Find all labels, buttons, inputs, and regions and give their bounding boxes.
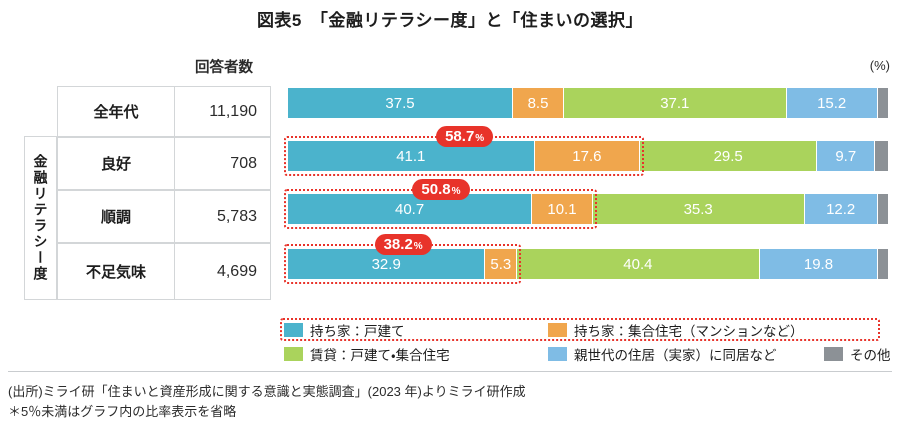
legend-label: 賃貸：戸建て・集合住宅 bbox=[310, 348, 450, 363]
legend-swatch-other bbox=[824, 347, 843, 361]
percentage-callout-badge: 38.2% bbox=[374, 234, 432, 255]
bar-segment: 41.1 bbox=[288, 141, 535, 171]
percent-unit-label: (%) bbox=[869, 58, 890, 73]
table-row-label: 全年代 bbox=[57, 86, 175, 137]
table-row-count: 5,783 bbox=[175, 190, 271, 243]
bar-segment: 37.1 bbox=[564, 88, 787, 118]
legend-label: 持ち家：集合住宅（マンションなど） bbox=[574, 324, 804, 339]
bar-segment-label: 37.1 bbox=[660, 94, 690, 112]
bar-segment bbox=[877, 194, 888, 224]
bar-segment-label: 17.6 bbox=[572, 147, 602, 165]
bar-row: 37.5 8.5 37.1 15.2 bbox=[288, 88, 888, 118]
bar-segment bbox=[877, 88, 888, 118]
bar-segment-label: 41.1 bbox=[396, 147, 426, 165]
table-row-count: 11,190 bbox=[175, 86, 271, 137]
percentage-callout-sign: % bbox=[451, 186, 461, 197]
bar-segment: 35.3 bbox=[592, 194, 805, 224]
bar-segment: 10.1 bbox=[532, 194, 593, 224]
legend-swatch-parents-home bbox=[548, 347, 567, 361]
bar-segment-label: 40.7 bbox=[394, 200, 425, 218]
table-row: 良好 708 bbox=[57, 137, 271, 190]
bar-segment-label: 35.3 bbox=[683, 200, 713, 218]
vertical-group-label-text: 金融リテラシー度 bbox=[32, 154, 49, 282]
bar-segment bbox=[878, 249, 888, 279]
legend-item-parents-home: 親世代の住居（実家）に同居など bbox=[548, 344, 777, 364]
bar-segment-label: 29.5 bbox=[713, 147, 743, 165]
bar-row: 40.7 10.1 35.3 12.2 bbox=[288, 194, 888, 224]
percentage-callout-badge: 50.8% bbox=[412, 179, 470, 200]
bar-segment-label: 19.8 bbox=[803, 255, 834, 273]
percentage-callout-sign: % bbox=[475, 133, 485, 144]
legend-swatch-owned-detached bbox=[284, 323, 303, 337]
bar-segment: 9.7 bbox=[817, 141, 876, 171]
legend-swatch-rental bbox=[284, 347, 303, 361]
bar-segment: 15.2 bbox=[786, 88, 878, 118]
source-note: (出所)ミライ研「住まいと資産形成に関する意識と実態調査」(2023 年)よりミ… bbox=[8, 384, 526, 399]
bar-segment-label: 5.3 bbox=[490, 255, 512, 273]
bar-segment: 5.3 bbox=[485, 249, 518, 279]
percentage-callout-value: 38.2 bbox=[383, 236, 413, 253]
legend-label: 親世代の住居（実家）に同居など bbox=[574, 348, 777, 363]
page-title: 図表5 「金融リテラシー度」と「住まいの選択」 bbox=[256, 11, 644, 30]
bar-segment-label: 15.2 bbox=[817, 94, 847, 112]
bar-segment-label: 32.9 bbox=[371, 255, 401, 273]
bar-segment bbox=[875, 141, 888, 171]
legend: 持ち家：戸建て 持ち家：集合住宅（マンションなど） 賃貸：戸建て・集合住宅 親世… bbox=[280, 318, 894, 366]
bar-segment-label: 12.2 bbox=[826, 200, 856, 218]
bar-segment-label: 10.1 bbox=[547, 200, 577, 218]
bar-segment: 12.2 bbox=[804, 194, 878, 224]
table-row: 全年代 11,190 bbox=[57, 86, 271, 137]
percentage-callout-value: 50.8 bbox=[421, 181, 451, 198]
legend-item-other: その他 bbox=[824, 344, 891, 364]
table-row-count: 708 bbox=[175, 137, 271, 190]
bar-row: 41.1 17.6 29.5 9.7 bbox=[288, 141, 888, 171]
bar-segment: 40.7 bbox=[288, 194, 533, 224]
bar-segment: 17.6 bbox=[534, 141, 641, 171]
bar-segment: 19.8 bbox=[759, 249, 879, 279]
table-row-label: 不足気味 bbox=[57, 243, 175, 300]
legend-item-owned-detached: 持ち家：戸建て bbox=[284, 320, 405, 340]
bar-row: 32.9 5.3 40.4 19.8 bbox=[288, 249, 888, 279]
table-row: 順調 5,783 bbox=[57, 190, 271, 243]
percentage-callout-badge: 58.7% bbox=[436, 126, 494, 147]
bar-segment: 37.5 bbox=[288, 88, 513, 118]
asterisk-note: ＊5％未満はグラフ内の比率表示を省略 bbox=[8, 404, 237, 419]
percentage-callout-sign: % bbox=[413, 241, 423, 252]
table-row-label: 良好 bbox=[57, 137, 175, 190]
respondents-column-header: 回答者数 bbox=[195, 60, 253, 76]
legend-label: 持ち家：戸建て bbox=[310, 324, 405, 339]
bar-segment-label: 9.7 bbox=[835, 147, 857, 165]
category-table: 金融リテラシー度 全年代 11,190 良好 708 順調 5,783 不足気味… bbox=[24, 86, 271, 300]
vertical-group-label: 金融リテラシー度 bbox=[24, 136, 57, 300]
bar-segment-label: 40.4 bbox=[623, 255, 653, 273]
bar-segment: 40.4 bbox=[517, 249, 760, 279]
bar-segment: 29.5 bbox=[640, 141, 818, 171]
legend-swatch-owned-apartment bbox=[548, 323, 567, 337]
table-row: 不足気味 4,699 bbox=[57, 243, 271, 300]
table-row-label: 順調 bbox=[57, 190, 175, 243]
table-row-count: 4,699 bbox=[175, 243, 271, 300]
legend-item-rental: 賃貸：戸建て・集合住宅 bbox=[284, 344, 450, 364]
bar-segment-label: 37.5 bbox=[385, 94, 415, 112]
percentage-callout-value: 58.7 bbox=[445, 128, 475, 145]
bar-segment: 8.5 bbox=[513, 88, 564, 118]
legend-item-owned-apartment: 持ち家：集合住宅（マンションなど） bbox=[548, 320, 804, 340]
bar-segment-label: 8.5 bbox=[527, 94, 549, 112]
stacked-bar-chart: 37.5 8.5 37.1 15.2 41.1 17.6 29.5 9.7 40.7 10.1… bbox=[284, 86, 888, 300]
legend-label: その他 bbox=[850, 348, 891, 363]
footer-divider bbox=[8, 371, 892, 372]
